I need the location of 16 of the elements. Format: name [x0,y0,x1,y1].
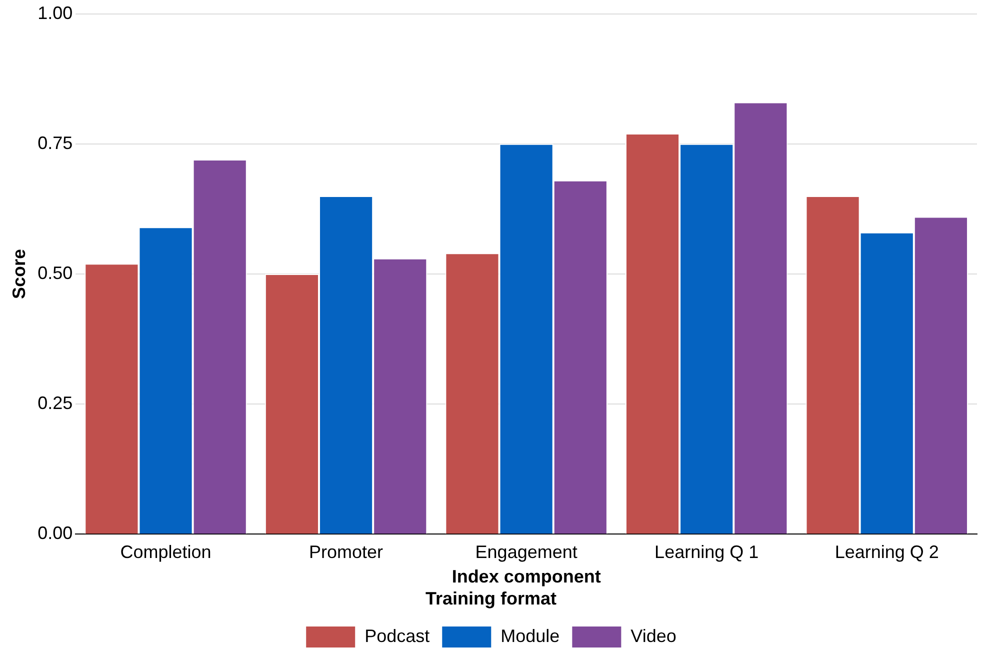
x-tick-label: Learning Q 1 [654,542,759,562]
x-axis-title: Index component [452,566,601,587]
legend-label: Video [630,626,676,646]
y-tick-label: 0.50 [38,262,73,283]
x-tick-label: Engagement [475,542,578,562]
legend-label: Podcast [364,626,430,646]
y-tick-label: 1.00 [38,2,73,23]
x-tick-label: Completion [120,542,212,562]
y-tick-label: 0.75 [38,132,73,153]
x-tick-label: Learning Q 2 [834,542,939,562]
y-tick-label: 0.25 [38,393,73,414]
legend-title: Training format [425,588,557,608]
x-tick-label: Promoter [309,542,384,562]
y-tick-label: 0.00 [38,523,73,544]
legend-label: Module [500,626,560,646]
y-axis-title: Score [8,248,29,300]
